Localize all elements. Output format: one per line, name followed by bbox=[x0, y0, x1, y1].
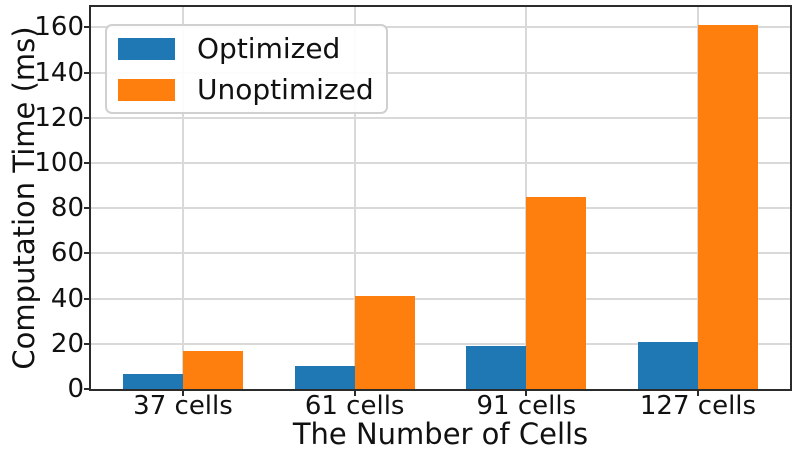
gridline-h bbox=[91, 252, 790, 255]
x-tick-mark bbox=[353, 389, 356, 396]
y-tick-mark bbox=[84, 297, 91, 300]
x-tick-mark bbox=[696, 389, 699, 396]
gridline-h bbox=[91, 207, 790, 210]
gridline-h bbox=[91, 161, 790, 164]
y-tick-label: 60 bbox=[50, 238, 84, 269]
y-tick-mark bbox=[84, 207, 91, 210]
gridline-h bbox=[91, 116, 790, 119]
y-tick-label: 80 bbox=[50, 193, 84, 224]
y-tick-mark bbox=[84, 71, 91, 74]
y-tick-label: 100 bbox=[34, 147, 84, 178]
gridline-v bbox=[353, 7, 356, 389]
x-tick-label: 61 cells bbox=[304, 391, 405, 421]
x-axis-title: The Number of Cells bbox=[292, 417, 589, 451]
plot-area bbox=[91, 7, 790, 389]
y-tick-label: 140 bbox=[34, 57, 84, 88]
x-tick-mark bbox=[182, 389, 184, 396]
y-tick-mark bbox=[84, 388, 91, 390]
y-tick-mark bbox=[84, 252, 91, 255]
legend-item-optimized: Optimized bbox=[117, 31, 376, 65]
y-tick-label: 120 bbox=[34, 102, 84, 133]
bar-optimized bbox=[637, 341, 698, 389]
legend-swatch-optimized bbox=[118, 37, 175, 60]
x-tick-label: 127 cells bbox=[639, 391, 757, 421]
y-tick-label: 0 bbox=[67, 374, 84, 404]
y-tick-mark bbox=[84, 161, 91, 164]
y-tick-mark bbox=[84, 26, 91, 29]
gridline-v bbox=[182, 7, 184, 389]
gridline-h bbox=[91, 342, 790, 345]
legend-swatch-unoptimized bbox=[118, 78, 175, 101]
legend: Optimized Unoptimized bbox=[105, 24, 388, 114]
bar-optimized bbox=[294, 365, 355, 389]
bar-optimized bbox=[466, 346, 527, 389]
x-tick-mark bbox=[525, 389, 528, 396]
bar-unoptimized bbox=[526, 196, 587, 389]
bar-unoptimized bbox=[354, 296, 415, 389]
bar-unoptimized bbox=[697, 25, 759, 389]
gridline-h bbox=[91, 71, 790, 74]
x-tick-label: 91 cells bbox=[476, 391, 577, 421]
bar-optimized bbox=[122, 373, 183, 389]
legend-item-unoptimized: Unoptimized bbox=[117, 72, 376, 106]
legend-label-optimized: Optimized bbox=[197, 31, 341, 65]
y-tick-label: 160 bbox=[34, 12, 84, 43]
y-tick-mark bbox=[84, 116, 91, 119]
y-tick-label: 20 bbox=[50, 328, 84, 359]
y-tick-mark bbox=[84, 342, 91, 345]
y-tick-label: 40 bbox=[50, 283, 84, 314]
legend-label-unoptimized: Unoptimized bbox=[197, 72, 374, 106]
gridline-h bbox=[91, 297, 790, 300]
gridline-h bbox=[91, 26, 790, 29]
bar-unoptimized bbox=[183, 350, 244, 389]
x-tick-label: 37 cells bbox=[133, 391, 233, 421]
